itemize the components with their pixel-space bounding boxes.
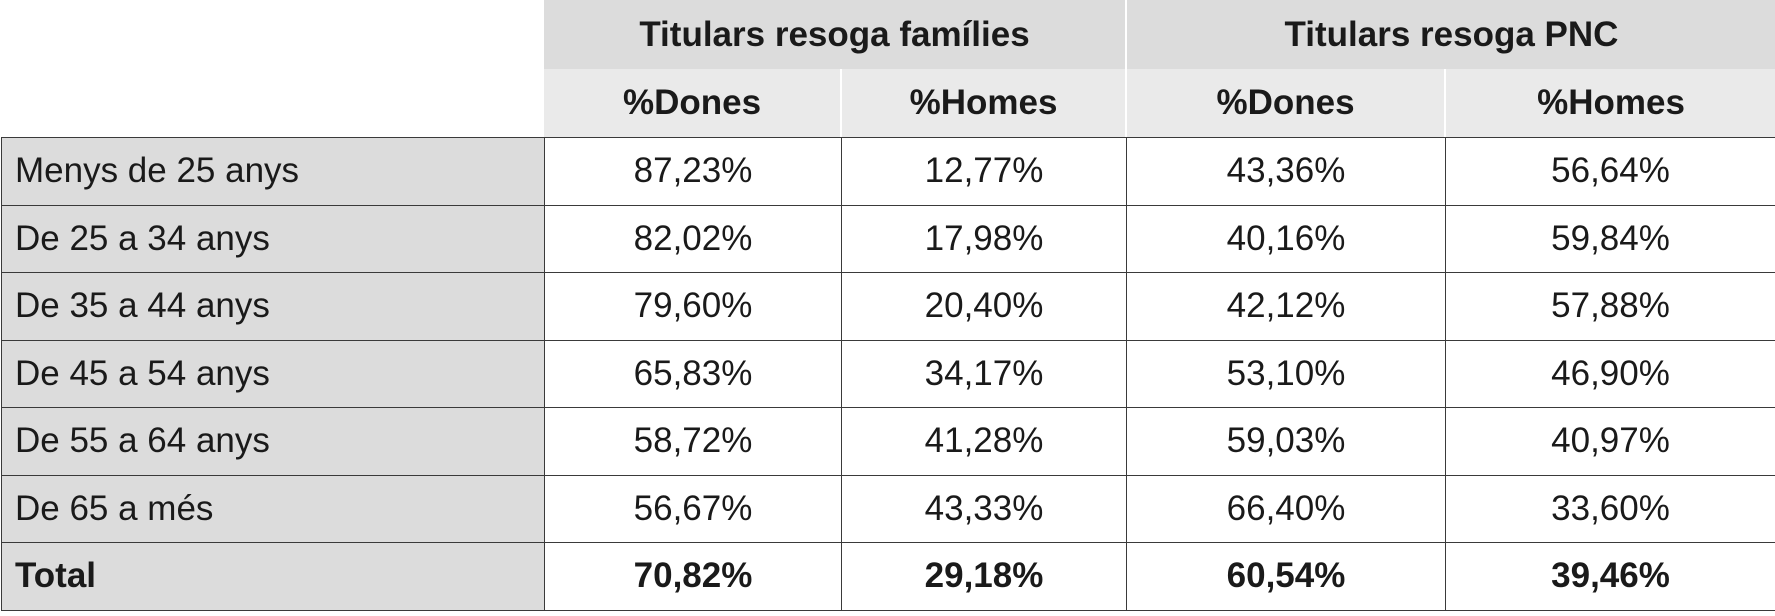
total-value: 60,54% [1126, 542, 1446, 611]
cell-value: 20,40% [841, 272, 1127, 341]
cell-value: 17,98% [841, 204, 1127, 273]
subheader-homes-pnc: %Homes [1446, 69, 1775, 137]
cell-value: 34,17% [841, 339, 1127, 408]
cell-value: 56,64% [1445, 137, 1775, 206]
cell-value: 59,03% [1126, 407, 1446, 476]
total-value: 29,18% [841, 542, 1127, 611]
cell-value: 43,36% [1126, 137, 1446, 206]
cell-value: 41,28% [841, 407, 1127, 476]
table-row: De 45 a 54 anys 65,83% 34,17% 53,10% 46,… [1, 339, 1775, 408]
cell-value: 56,67% [544, 474, 842, 543]
total-value: 39,46% [1445, 542, 1775, 611]
cell-value: 87,23% [544, 137, 842, 206]
row-label: De 55 a 64 anys [1, 407, 545, 476]
cell-value: 65,83% [544, 339, 842, 408]
table-row: De 55 a 64 anys 58,72% 41,28% 59,03% 40,… [1, 407, 1775, 476]
table-row: De 25 a 34 anys 82,02% 17,98% 40,16% 59,… [1, 204, 1775, 273]
row-label: De 65 a més [1, 474, 545, 543]
values-table: Menys de 25 anys 87,23% 12,77% 43,36% 56… [1, 137, 1775, 611]
subheader-homes-families: %Homes [842, 69, 1125, 137]
cell-value: 46,90% [1445, 339, 1775, 408]
total-label: Total [1, 542, 545, 611]
cell-value: 82,02% [544, 204, 842, 273]
cell-value: 40,97% [1445, 407, 1775, 476]
cell-value: 43,33% [841, 474, 1127, 543]
subheader-dones-pnc: %Dones [1127, 69, 1444, 137]
cell-value: 40,16% [1126, 204, 1446, 273]
table-row: De 65 a més 56,67% 43,33% 66,40% 33,60% [1, 474, 1775, 543]
row-label: Menys de 25 anys [1, 137, 545, 206]
cell-value: 33,60% [1445, 474, 1775, 543]
table-row: Menys de 25 anys 87,23% 12,77% 43,36% 56… [1, 137, 1775, 206]
subheader-dones-families: %Dones [544, 69, 840, 137]
cell-value: 66,40% [1126, 474, 1446, 543]
cell-value: 59,84% [1445, 204, 1775, 273]
cell-value: 42,12% [1126, 272, 1446, 341]
cell-value: 57,88% [1445, 272, 1775, 341]
cell-value: 79,60% [544, 272, 842, 341]
row-label: De 25 a 34 anys [1, 204, 545, 273]
total-value: 70,82% [544, 542, 842, 611]
row-label: De 45 a 54 anys [1, 339, 545, 408]
row-label: De 35 a 44 anys [1, 272, 545, 341]
group-header-families: Titulars resoga famílies [544, 0, 1125, 69]
table-row: De 35 a 44 anys 79,60% 20,40% 42,12% 57,… [1, 272, 1775, 341]
cell-value: 53,10% [1126, 339, 1446, 408]
total-row: Total 70,82% 29,18% 60,54% 39,46% [1, 542, 1775, 611]
group-header-pnc: Titulars resoga PNC [1127, 0, 1775, 69]
cell-value: 12,77% [841, 137, 1127, 206]
cell-value: 58,72% [544, 407, 842, 476]
